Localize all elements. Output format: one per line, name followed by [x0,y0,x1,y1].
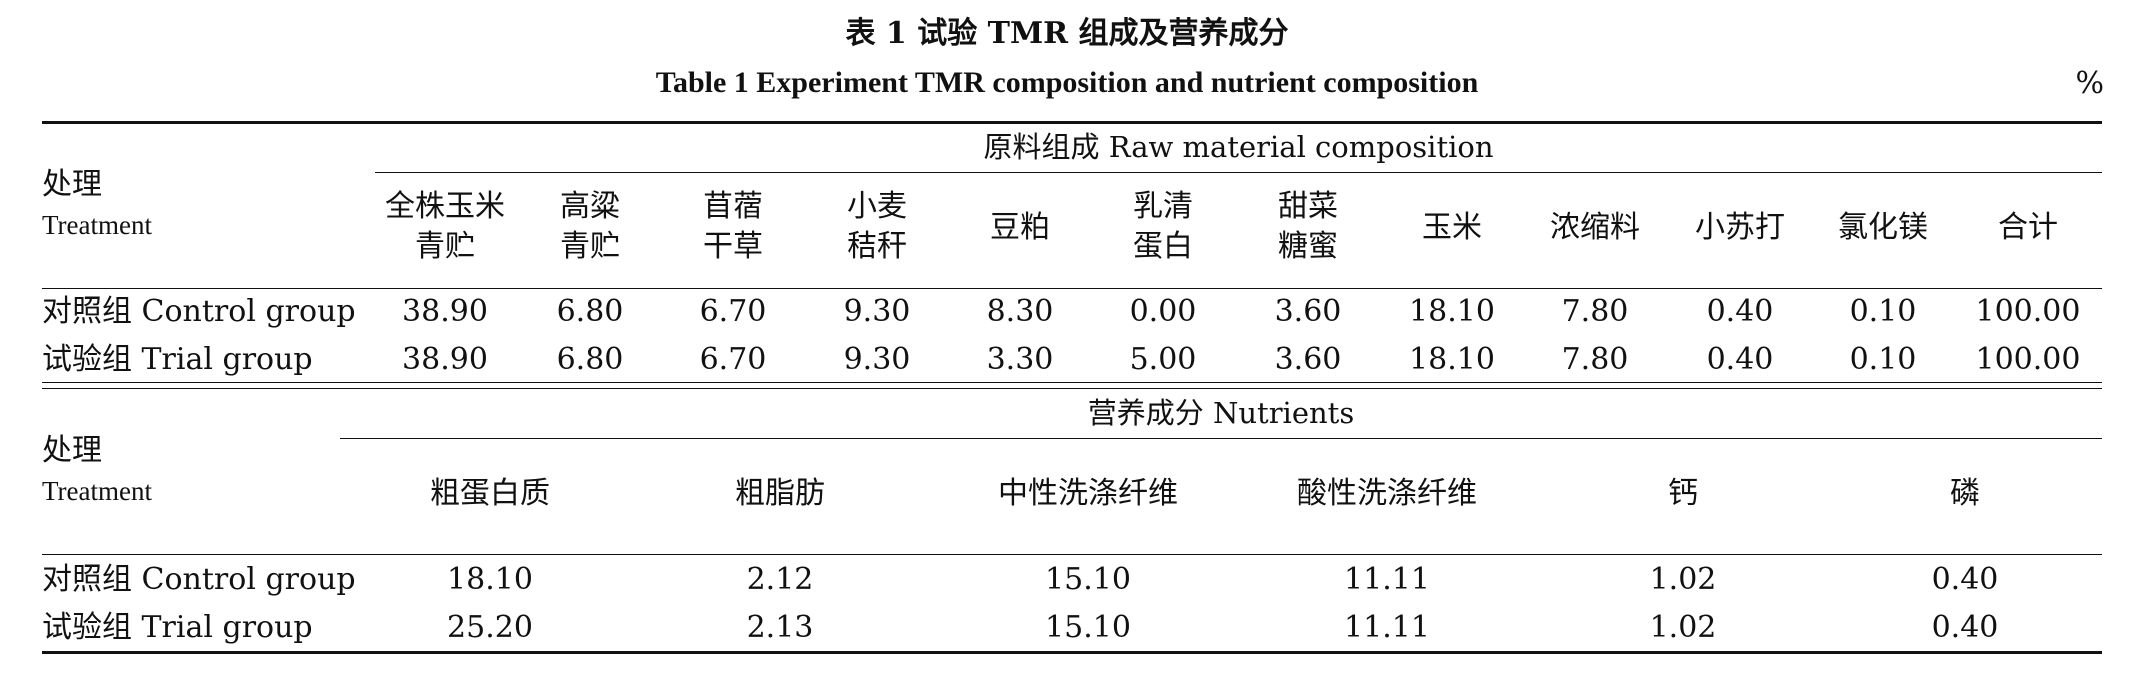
section1-column-header: 青贮 [560,229,620,264]
section1-column-header: 苜蓿 [703,189,763,224]
table-cell: 6.80 [556,294,624,329]
section-divider-b [42,388,2102,389]
section1-column-header: 秸秆 [847,229,907,264]
section2-treatment-cn: 处理 [42,433,102,468]
section1-column-header: 干草 [703,229,763,264]
table-title-cn: 表 1 试验 TMR 组成及营养成分 [845,16,1289,51]
table-cell: 2.13 [746,610,814,645]
section1-treatment-cn: 处理 [42,167,102,202]
table-cell: 0.40 [1931,610,1999,645]
section2-column-header: 钙 [1668,476,1698,511]
section1-column-header: 浓缩料 [1550,210,1640,245]
table-cell: 6.70 [699,294,767,329]
section2-treatment-en: Treatment [42,476,152,506]
section1-column-header: 玉米 [1422,210,1482,245]
section2-header-rule [42,554,2102,555]
table-cell: 0.00 [1129,294,1197,329]
section2-column-header: 中性洗涤纤维 [998,476,1178,511]
table-row-label: 试验组 Trial group [42,610,313,645]
table-cell: 0.10 [1849,342,1917,377]
table-cell: 9.30 [843,342,911,377]
section1-column-header: 全株玉米 [385,189,505,224]
table-cell: 38.90 [402,342,488,377]
table-cell: 15.10 [1045,562,1131,597]
section1-group-underline [375,172,2102,173]
section1-column-header: 合计 [1998,210,2058,245]
table-cell: 18.10 [447,562,533,597]
top-rule [42,121,2102,124]
table-title-en: Table 1 Experiment TMR composition and n… [655,66,1479,99]
section2-column-header: 磷 [1950,476,1980,511]
table-cell: 18.10 [1409,294,1495,329]
section1-column-header: 糖蜜 [1278,229,1338,264]
table-row-label: 试验组 Trial group [42,342,313,377]
section2-column-header: 粗蛋白质 [430,476,550,511]
table-cell: 38.90 [402,294,488,329]
section1-column-header: 高粱 [560,189,620,224]
table-cell: 100.00 [1975,342,2081,377]
section1-column-header: 小苏打 [1695,210,1785,245]
section1-column-header: 甜菜 [1278,189,1338,224]
table-cell: 9.30 [843,294,911,329]
section1-header-rule [42,288,2102,289]
table-row-label: 对照组 Control group [42,294,356,329]
section1-group-header: 原料组成 Raw material composition [983,130,1494,164]
section2-group-header: 营养成分 Nutrients [1087,396,1355,430]
table-cell: 6.70 [699,342,767,377]
table-row-label: 对照组 Control group [42,562,356,597]
table-cell: 3.60 [1274,294,1342,329]
table-cell: 3.60 [1274,342,1342,377]
section1-column-header: 乳清 [1133,189,1193,224]
table-cell: 15.10 [1045,610,1131,645]
table-cell: 0.40 [1706,342,1774,377]
table-cell: 0.40 [1931,562,1999,597]
table-cell: 7.80 [1561,294,1629,329]
table-cell: 18.10 [1409,342,1495,377]
table-cell: 1.02 [1649,562,1717,597]
table-cell: 11.11 [1344,610,1430,645]
section1-column-header: 豆粕 [990,210,1050,245]
section1-treatment-en: Treatment [42,210,152,240]
table-cell: 0.40 [1706,294,1774,329]
section2-column-header: 粗脂肪 [735,476,825,511]
table-cell: 8.30 [986,294,1054,329]
table-cell: 25.20 [447,610,533,645]
table-cell: 7.80 [1561,342,1629,377]
section2-column-header: 酸性洗涤纤维 [1297,476,1477,511]
table-cell: 6.80 [556,342,624,377]
table-cell: 11.11 [1344,562,1430,597]
bottom-rule [42,651,2102,654]
table-cell: 5.00 [1129,342,1197,377]
table-cell: 3.30 [986,342,1054,377]
section-divider-a [42,382,2102,383]
section1-column-header: 氯化镁 [1838,210,1928,245]
section1-column-header: 小麦 [847,189,907,224]
table-cell: 1.02 [1649,610,1717,645]
table-cell: 100.00 [1975,294,2081,329]
section1-column-header: 青贮 [415,229,475,264]
table-cell: 0.10 [1849,294,1917,329]
table-cell: 2.12 [746,562,814,597]
section2-group-underline [340,438,2102,439]
section1-column-header: 蛋白 [1133,229,1193,264]
unit-label: % [2075,66,2104,101]
